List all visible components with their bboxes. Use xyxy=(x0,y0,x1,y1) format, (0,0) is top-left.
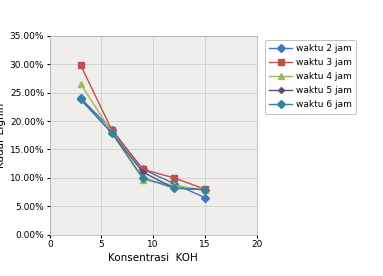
waktu 2 jam xyxy=(172,182,176,185)
Legend: waktu 2 jam, waktu 3 jam, waktu 4 jam, waktu 5 jam, waktu 6 jam: waktu 2 jam, waktu 3 jam, waktu 4 jam, w… xyxy=(265,40,356,114)
waktu 4 jam xyxy=(172,184,176,187)
Y-axis label: Kadar Lignin: Kadar Lignin xyxy=(0,103,6,168)
waktu 2 jam xyxy=(203,196,207,199)
waktu 2 jam xyxy=(141,168,145,171)
waktu 3 jam xyxy=(79,64,83,67)
waktu 5 jam xyxy=(110,131,114,135)
Line: waktu 6 jam: waktu 6 jam xyxy=(78,97,208,193)
waktu 4 jam xyxy=(110,131,114,134)
waktu 3 jam xyxy=(172,176,176,179)
waktu 6 jam xyxy=(79,98,83,101)
waktu 2 jam xyxy=(110,128,114,131)
Line: waktu 5 jam: waktu 5 jam xyxy=(79,97,207,192)
waktu 5 jam xyxy=(203,188,207,191)
waktu 5 jam xyxy=(79,98,83,101)
X-axis label: Konsentrasi  KOH: Konsentrasi KOH xyxy=(108,253,198,263)
waktu 3 jam xyxy=(203,187,207,191)
waktu 4 jam xyxy=(141,178,145,181)
waktu 4 jam xyxy=(79,83,83,86)
waktu 5 jam xyxy=(141,171,145,174)
waktu 6 jam xyxy=(172,186,176,190)
waktu 3 jam xyxy=(141,168,145,171)
waktu 6 jam xyxy=(203,188,207,191)
Line: waktu 4 jam: waktu 4 jam xyxy=(78,81,208,193)
waktu 2 jam xyxy=(79,97,83,100)
Line: waktu 3 jam: waktu 3 jam xyxy=(78,63,208,192)
waktu 6 jam xyxy=(110,131,114,135)
waktu 4 jam xyxy=(203,189,207,192)
waktu 6 jam xyxy=(141,176,145,179)
waktu 3 jam xyxy=(110,128,114,132)
waktu 5 jam xyxy=(172,186,176,190)
Line: waktu 2 jam: waktu 2 jam xyxy=(78,95,208,200)
